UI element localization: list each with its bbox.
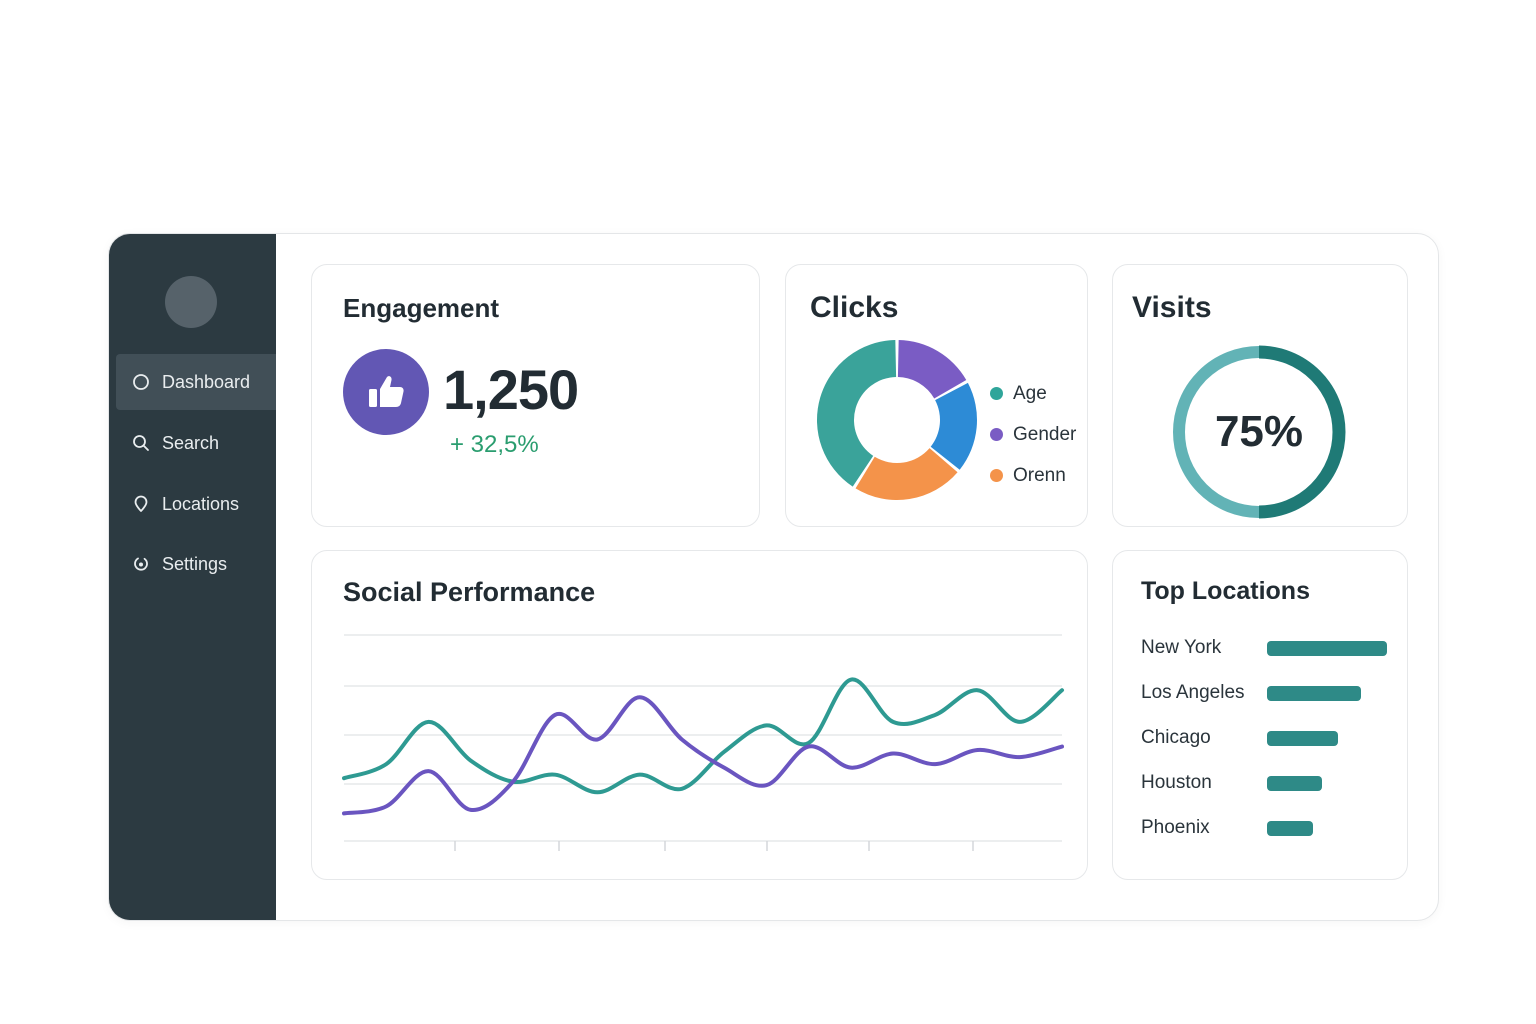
clicks-legend: Age Gender Orenn <box>990 373 1076 496</box>
legend-dot <box>990 387 1003 400</box>
legend-item-orenn: Orenn <box>990 455 1076 496</box>
sidebar-item-dashboard[interactable]: Dashboard <box>116 354 276 410</box>
clicks-donut-chart <box>817 340 977 500</box>
sidebar-item-label: Dashboard <box>162 371 251 392</box>
location-bar <box>1267 775 1323 791</box>
visits-progress-ring <box>1173 345 1346 519</box>
sidebar: Dashboard Search Locations Settings <box>109 234 276 920</box>
engagement-delta: + 32,5% <box>450 431 539 458</box>
legend-dot <box>990 469 1003 482</box>
dashboard-window: Dashboard Search Locations Settings Enga… <box>108 233 1439 921</box>
location-row: New York <box>1141 636 1391 660</box>
sidebar-item-label: Search <box>162 432 220 453</box>
settings-icon <box>132 555 150 573</box>
location-row: Los Angeles <box>1141 681 1391 705</box>
location-row: Chicago <box>1141 726 1391 750</box>
legend-item-age: Age <box>990 373 1076 414</box>
sidebar-item-label: Settings <box>162 553 228 574</box>
legend-label: Orenn <box>1013 464 1066 486</box>
legend-item-gender: Gender <box>990 414 1076 455</box>
sidebar-item-search[interactable]: Search <box>116 415 276 471</box>
donut-slice-0[interactable] <box>897 340 967 399</box>
series-line-0 <box>342 677 1064 795</box>
engagement-title: Engagement <box>343 293 500 323</box>
clicks-card: Clicks Age Gender Orenn <box>785 264 1088 527</box>
sidebar-item-locations[interactable]: Locations <box>116 476 276 532</box>
engagement-card: Engagement 1,250 + 32,5% <box>311 264 760 527</box>
engagement-value: 1,250 <box>443 358 579 421</box>
location-bar <box>1267 640 1387 656</box>
legend-label: Age <box>1013 382 1047 404</box>
location-name: Houston <box>1141 772 1212 793</box>
avatar[interactable] <box>165 276 217 328</box>
location-name: New York <box>1141 637 1222 658</box>
location-name: Los Angeles <box>1141 682 1245 703</box>
sidebar-item-settings[interactable]: Settings <box>116 536 276 592</box>
top-locations-card: Top Locations New York Los Angeles Chicago… <box>1112 550 1408 880</box>
visits-percent: 75% <box>1214 407 1304 456</box>
sidebar-item-label: Locations <box>162 493 240 514</box>
donut-slice-3[interactable] <box>817 340 897 487</box>
visits-title: Visits <box>1132 291 1212 324</box>
ring-progress <box>1258 345 1346 519</box>
location-pin-icon <box>132 495 150 513</box>
thumbs-up-icon <box>343 349 429 435</box>
donut-slice-1[interactable] <box>930 382 977 470</box>
location-name: Phoenix <box>1141 817 1210 838</box>
donut-slice-2[interactable] <box>855 448 958 500</box>
clicks-title: Clicks <box>810 291 899 324</box>
location-bar <box>1267 685 1361 701</box>
legend-dot <box>990 428 1003 441</box>
series-line-1 <box>342 695 1064 816</box>
visits-card: Visits 75% <box>1112 264 1408 527</box>
social-title: Social Performance <box>343 577 596 607</box>
top-locations-title: Top Locations <box>1141 577 1310 605</box>
location-bar <box>1267 730 1338 746</box>
location-name: Chicago <box>1141 727 1211 748</box>
circle-icon <box>132 373 150 391</box>
search-icon <box>132 434 150 452</box>
legend-label: Gender <box>1013 423 1077 445</box>
location-bar <box>1267 820 1313 836</box>
location-row: Phoenix <box>1141 816 1391 840</box>
social-line-chart <box>342 634 1064 851</box>
social-performance-card: Social Performance <box>311 550 1088 880</box>
location-row: Houston <box>1141 771 1391 795</box>
